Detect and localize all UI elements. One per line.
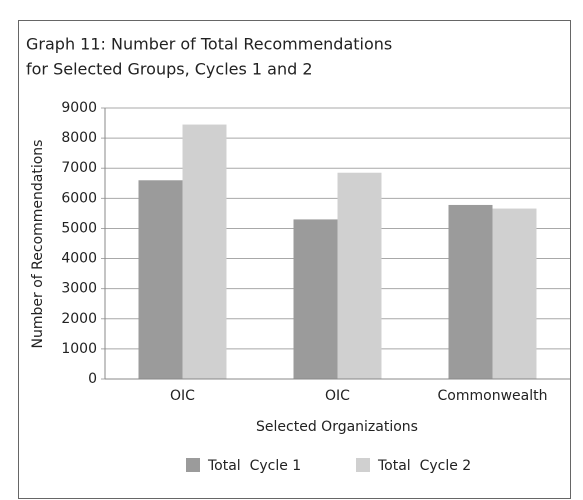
chart-title: Graph 11: Number of Total Recommendation… [26,35,392,54]
x-tick-label: OIC [170,388,195,404]
y-tick-label: 0 [88,371,97,387]
legend-label: Total Cycle 1 [207,458,301,474]
bar [182,124,227,379]
legend-swatch [356,458,370,472]
bar [337,172,382,379]
y-tick-label: 8000 [61,130,97,146]
chart-title: for Selected Groups, Cycles 1 and 2 [26,60,313,79]
bar [293,219,338,379]
legend-swatch [186,458,200,472]
y-tick-label: 1000 [61,341,97,357]
y-tick-label: 7000 [61,160,97,176]
frame [18,20,571,499]
x-tick-label: OIC [325,388,350,404]
bar [138,180,183,379]
bar [492,208,537,379]
y-tick-label: 6000 [61,190,97,206]
x-axis-label: Selected Organizations [256,419,418,435]
y-tick-label: 5000 [61,220,97,236]
y-tick-label: 3000 [61,281,97,297]
y-axis-label: Number of Recommendations [30,140,46,349]
y-tick-label: 9000 [61,100,97,116]
legend-label: Total Cycle 2 [377,458,471,474]
y-tick-label: 4000 [61,251,97,267]
x-tick-label: Commonwealth [438,388,548,404]
y-tick-label: 2000 [61,311,97,327]
bar [448,204,493,379]
